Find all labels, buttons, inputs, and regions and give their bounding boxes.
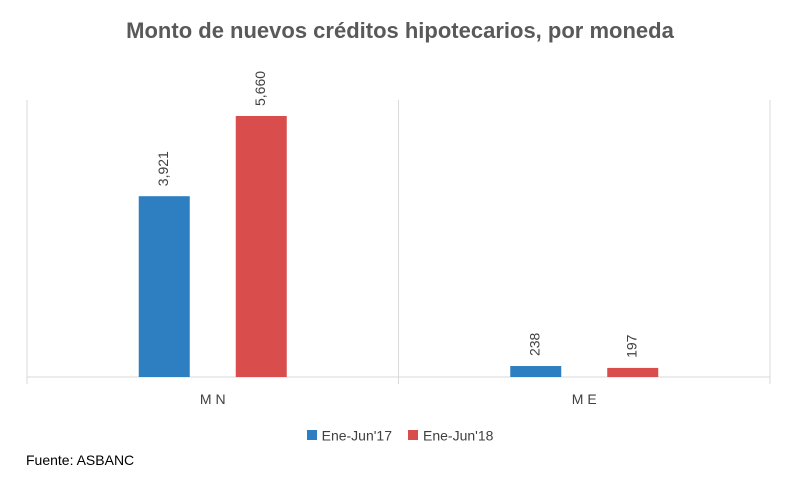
legend-item: Ene-Jun'18 bbox=[408, 426, 493, 443]
data-label: 3,921 bbox=[155, 151, 171, 186]
x-tick-label: M N bbox=[200, 391, 226, 407]
chart-plot-area: 3,921 5,660 M N 238 197 M E bbox=[26, 71, 771, 407]
bar-0-1 bbox=[510, 366, 562, 377]
legend-swatch bbox=[408, 429, 418, 440]
data-label: 197 bbox=[623, 334, 639, 358]
chart-legend: Ene-Jun'17 Ene-Jun'18 bbox=[0, 425, 800, 443]
legend-label: Ene-Jun'18 bbox=[423, 426, 494, 443]
bar-1-0 bbox=[235, 116, 287, 377]
bar-0-0 bbox=[138, 196, 190, 377]
data-label: 238 bbox=[526, 332, 542, 356]
source-note: Fuente: ASBANC bbox=[26, 452, 135, 468]
legend-item: Ene-Jun'17 bbox=[306, 426, 392, 443]
x-tick-label: M E bbox=[572, 391, 597, 407]
legend-label: Ene-Jun'17 bbox=[321, 426, 392, 443]
chart-title: Monto de nuevos créditos hipotecarios, p… bbox=[126, 18, 674, 43]
legend-swatch bbox=[306, 429, 317, 440]
bar-1-1 bbox=[607, 367, 659, 377]
data-label: 5,660 bbox=[252, 71, 268, 106]
